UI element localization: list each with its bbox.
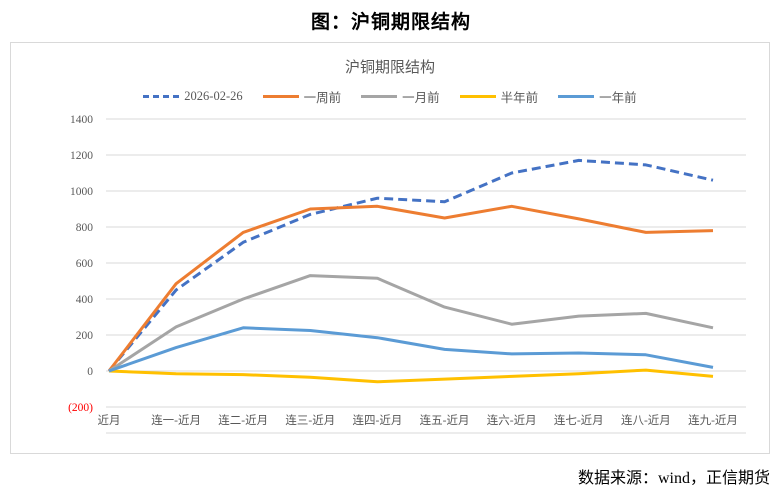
chart-title: 沪铜期限结构 xyxy=(344,60,435,76)
y-axis-tick-label: 800 xyxy=(76,222,94,234)
legend-line-sample xyxy=(459,94,496,98)
x-axis-tick-label: 连九-近月 xyxy=(688,413,738,427)
y-axis-tick-label: 0 xyxy=(87,366,93,378)
legend-line-sample xyxy=(143,94,180,98)
x-axis-tick-label: 连三-近月 xyxy=(285,413,335,427)
series-line-一年前 xyxy=(108,326,714,373)
y-axis-tick-label: (200) xyxy=(68,402,93,414)
legend-item: 半年前 xyxy=(459,87,539,106)
x-axis-tick-label: 连五-近月 xyxy=(420,413,470,427)
x-axis-tick-label: 连八-近月 xyxy=(621,413,671,427)
legend-label: 半年前 xyxy=(500,90,539,105)
legend-line-sample xyxy=(558,94,595,98)
legend-item: 一年前 xyxy=(558,87,637,106)
chart-legend: 2026-02-26 一周前 一月前 半年前 一年前 xyxy=(11,87,769,106)
chart-plot-area: 1400 1200 1000 800 600 400 200 0 (200) 近月 连一-近月 连二-… xyxy=(68,114,746,434)
y-axis-tick-label: 1000 xyxy=(70,186,93,198)
legend-label: 2026-02-26 xyxy=(184,88,243,103)
x-axis-tick-label: 近月 xyxy=(98,414,121,427)
x-axis-tick-label: 连一-近月 xyxy=(151,413,201,427)
x-axis-tick-label: 连四-近月 xyxy=(353,413,403,427)
y-axis-tick-label: 1200 xyxy=(70,150,93,162)
legend-label: 一年前 xyxy=(599,90,637,105)
legend-label: 一月前 xyxy=(402,90,440,105)
y-axis-tick-label: 200 xyxy=(76,330,94,342)
legend-label: 一周前 xyxy=(303,90,342,105)
legend-item: 一周前 xyxy=(262,87,342,106)
series-line-半年前 xyxy=(108,368,714,384)
series-line-一周前 xyxy=(107,204,714,372)
x-axis-tick-label: 连六-近月 xyxy=(487,413,537,427)
x-axis-tick-label: 连二-近月 xyxy=(218,413,268,427)
legend-item: 2026-02-26 xyxy=(143,88,243,104)
data-source-text: 数据来源：wind，正信期货 xyxy=(577,470,770,487)
x-axis-tick-label: 连七-近月 xyxy=(554,413,604,427)
series-line-2026-02-26 xyxy=(107,158,714,372)
legend-line-sample xyxy=(361,94,398,98)
y-axis-tick-label: 1400 xyxy=(70,114,93,126)
page-title: 图：沪铜期限结构 xyxy=(310,12,471,33)
chart-container: 沪铜期限结构 2026-02-26 一周前 一月前 半年前 一年前 1400 1200 10… xyxy=(10,42,770,454)
legend-item: 一月前 xyxy=(361,87,440,106)
y-axis-tick-label: 600 xyxy=(76,258,94,270)
series-line-一月前 xyxy=(108,274,714,373)
legend-line-sample xyxy=(262,94,299,98)
y-axis-tick-label: 400 xyxy=(76,294,94,306)
